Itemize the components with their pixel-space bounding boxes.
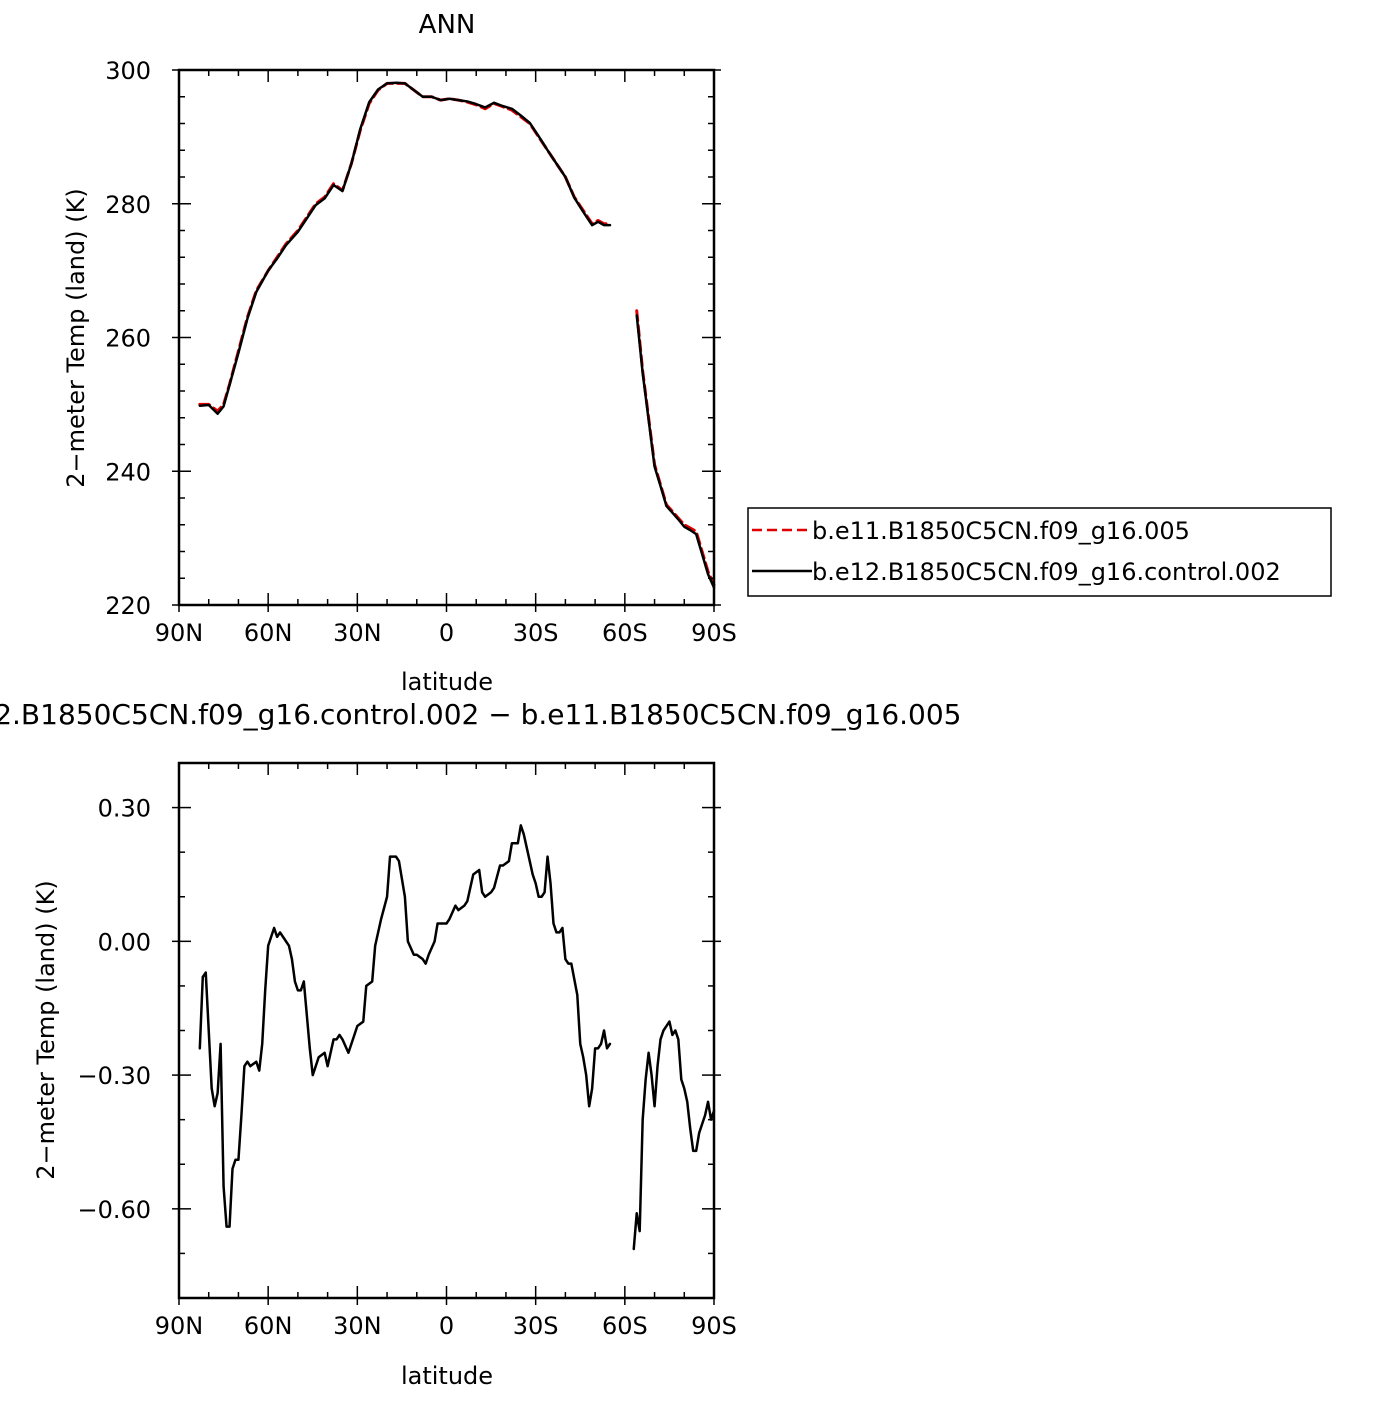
legend-label-e11: b.e11.B1850C5CN.f09_g16.005 xyxy=(812,517,1190,545)
x-tick-label: 0 xyxy=(439,1312,454,1340)
top-panel-frame xyxy=(177,68,716,607)
y-tick-label: 280 xyxy=(105,191,151,219)
y-tick-label: 0.30 xyxy=(98,795,151,823)
bottom-panel-frame xyxy=(177,761,716,1300)
series-line-1-1 xyxy=(198,81,716,587)
y-tick-label: 220 xyxy=(105,592,151,620)
x-tick-label: 60N xyxy=(244,619,293,647)
x-tick-label: 90N xyxy=(155,619,204,647)
series-line-1-2 xyxy=(198,81,716,589)
x-tick-label: 90S xyxy=(691,1312,737,1340)
y-tick-label: 240 xyxy=(105,458,151,486)
series-line-2-1 xyxy=(198,824,716,1251)
x-tick-label: 30S xyxy=(513,1312,559,1340)
y-tick-label: 300 xyxy=(105,57,151,85)
y-tick-label: −0.60 xyxy=(77,1196,151,1224)
legend: b.e11.B1850C5CN.f09_g16.005 b.e12.B1850C… xyxy=(747,507,1332,597)
bottom-panel-ylabel: 2−meter Temp (land) (K) xyxy=(32,880,60,1179)
bottom-panel-xlabel: latitude xyxy=(401,1362,493,1390)
x-tick-label: 30N xyxy=(333,1312,382,1340)
bottom-panel-title: b.e12.B1850C5CN.f09_g16.control.002 − b.… xyxy=(0,698,962,731)
legend-box xyxy=(747,507,1332,597)
y-tick-label: 260 xyxy=(105,325,151,353)
x-tick-label: 90S xyxy=(691,619,737,647)
x-tick-label: 60N xyxy=(244,1312,293,1340)
top-panel-title: ANN xyxy=(419,10,476,40)
x-tick-label: 0 xyxy=(439,619,454,647)
top-panel: ANN 90N 60N 30N 0 30S 60S 90S 220 240 260 280 300 l… xyxy=(62,10,1332,696)
x-tick-label: 30N xyxy=(333,619,382,647)
bottom-panel-ticks: 90N 60N 30N 0 30S 60S 90S −0.60 −0.30 0.00 0.30 xyxy=(77,762,737,1340)
x-tick-label: 30S xyxy=(513,619,559,647)
legend-label-e12: b.e12.B1850C5CN.f09_g16.control.002 xyxy=(812,558,1281,586)
x-tick-label: 60S xyxy=(602,619,648,647)
top-panel-xlabel: latitude xyxy=(401,668,493,696)
y-tick-label: −0.30 xyxy=(77,1062,151,1090)
top-panel-ticks: 90N 60N 30N 0 30S 60S 90S 220 240 260 280 300 xyxy=(105,57,737,647)
y-tick-label: 0.00 xyxy=(98,928,151,956)
x-tick-label: 90N xyxy=(155,1312,204,1340)
bottom-panel: b.e12.B1850C5CN.f09_g16.control.002 − b.… xyxy=(0,698,962,1390)
bottom-panel-series-group xyxy=(198,824,716,1251)
top-panel-series-group xyxy=(198,81,716,589)
top-panel-ylabel: 2−meter Temp (land) (K) xyxy=(62,188,90,487)
x-tick-label: 60S xyxy=(602,1312,648,1340)
